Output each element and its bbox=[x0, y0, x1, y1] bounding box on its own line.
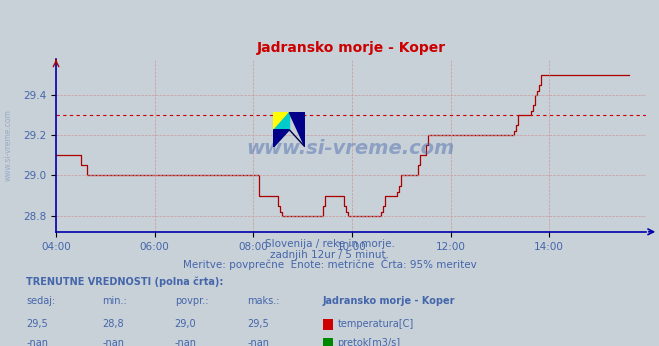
Text: pretok[m3/s]: pretok[m3/s] bbox=[337, 338, 401, 346]
Text: temperatura[C]: temperatura[C] bbox=[337, 319, 414, 329]
Text: Jadransko morje - Koper: Jadransko morje - Koper bbox=[323, 297, 455, 307]
Text: sedaj:: sedaj: bbox=[26, 297, 55, 307]
Text: www.si-vreme.com: www.si-vreme.com bbox=[3, 109, 13, 181]
Text: -nan: -nan bbox=[102, 338, 124, 346]
Text: 29,5: 29,5 bbox=[247, 319, 269, 329]
Text: min.:: min.: bbox=[102, 297, 127, 307]
Text: TRENUTNE VREDNOSTI (polna črta):: TRENUTNE VREDNOSTI (polna črta): bbox=[26, 277, 224, 288]
Title: Jadransko morje - Koper: Jadransko morje - Koper bbox=[256, 41, 445, 55]
Text: Meritve: povprečne  Enote: metrične  Črta: 95% meritev: Meritve: povprečne Enote: metrične Črta:… bbox=[183, 258, 476, 270]
Text: maks.:: maks.: bbox=[247, 297, 279, 307]
Text: zadnjih 12ur / 5 minut.: zadnjih 12ur / 5 minut. bbox=[270, 250, 389, 260]
Text: povpr.:: povpr.: bbox=[175, 297, 208, 307]
Text: Slovenija / reke in morje.: Slovenija / reke in morje. bbox=[264, 239, 395, 249]
Text: 28,8: 28,8 bbox=[102, 319, 124, 329]
Polygon shape bbox=[273, 130, 289, 147]
Polygon shape bbox=[289, 112, 305, 147]
Text: www.si-vreme.com: www.si-vreme.com bbox=[246, 139, 455, 158]
Polygon shape bbox=[273, 112, 289, 130]
Text: -nan: -nan bbox=[175, 338, 196, 346]
Polygon shape bbox=[273, 112, 289, 130]
Polygon shape bbox=[289, 130, 305, 147]
Text: -nan: -nan bbox=[247, 338, 269, 346]
Text: -nan: -nan bbox=[26, 338, 48, 346]
Text: 29,5: 29,5 bbox=[26, 319, 48, 329]
Text: 29,0: 29,0 bbox=[175, 319, 196, 329]
